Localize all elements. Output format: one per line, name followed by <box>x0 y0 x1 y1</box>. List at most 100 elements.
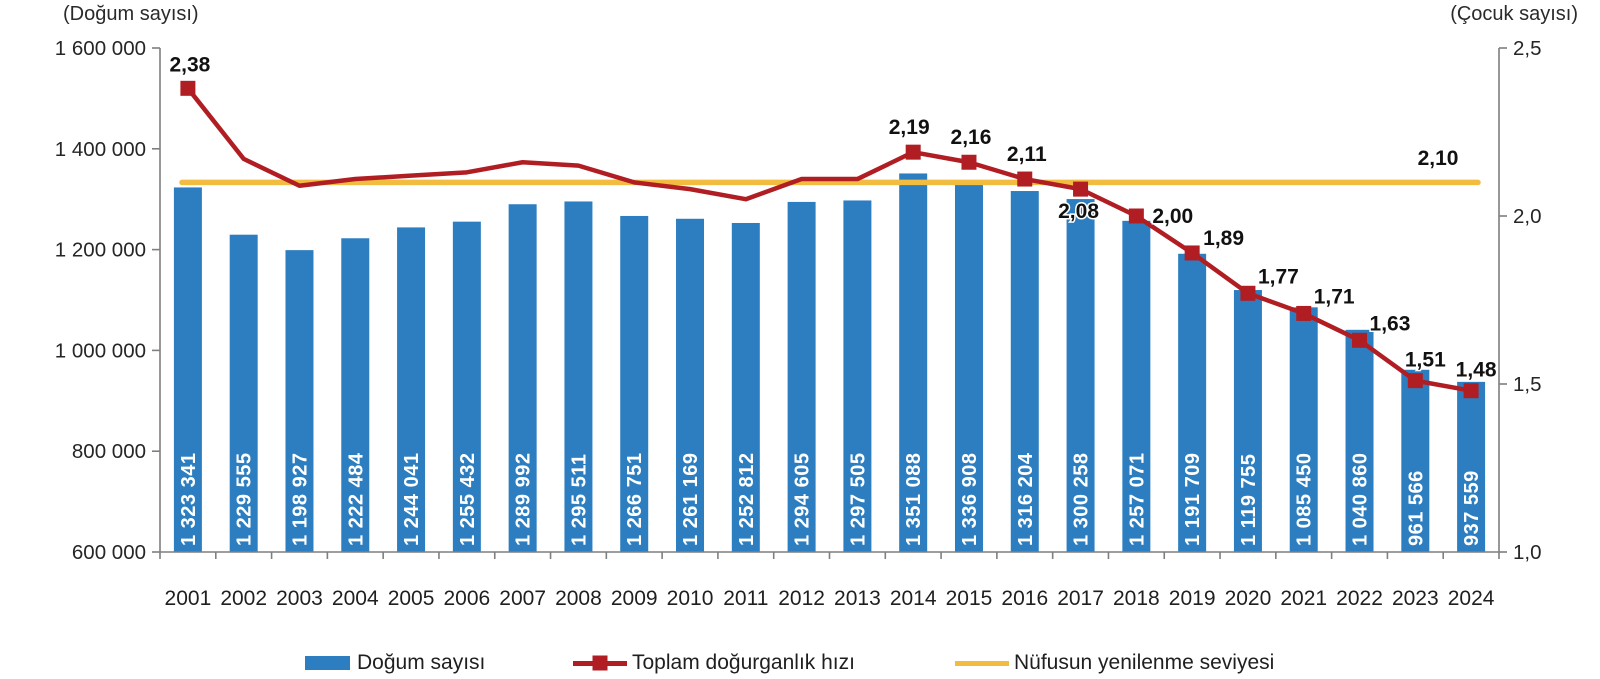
x-axis-year-2008: 2008 <box>555 587 602 610</box>
x-axis-year-2019: 2019 <box>1169 587 1216 610</box>
bar-value-2019: 1 191 709 <box>1182 453 1204 546</box>
x-axis-year-2011: 2011 <box>723 587 768 610</box>
x-axis-year-2012: 2012 <box>778 587 825 610</box>
x-axis-year-2007: 2007 <box>499 587 546 610</box>
legend-label-replacement-level: Nüfusun yenilenme seviyesi <box>1014 651 1275 674</box>
bar-value-2005: 1 244 041 <box>401 453 423 546</box>
x-axis-year-2015: 2015 <box>946 587 993 610</box>
bar-2007 <box>508 204 537 553</box>
fertility-value-2017: 2,08 <box>1058 200 1099 223</box>
fertility-value-2024: 1,48 <box>1456 359 1497 382</box>
fertility-value-2018: 2,00 <box>1152 205 1193 228</box>
fertility-value-2001: 2,38 <box>169 53 210 76</box>
bar-value-2003: 1 198 927 <box>289 453 311 546</box>
x-axis-year-2014: 2014 <box>890 587 937 610</box>
bar-2023 <box>1401 369 1430 552</box>
legend-item-replacement-level: Nüfusun yenilenme seviyesi <box>955 651 1275 674</box>
x-axis-year-2009: 2009 <box>611 587 658 610</box>
x-axis-year-2017: 2017 <box>1057 587 1104 610</box>
bar-2016 <box>1010 191 1039 552</box>
left-axis-tick-label: 1 000 000 <box>55 339 146 362</box>
legend-swatch-fertility-marker <box>592 655 608 671</box>
legend-swatch-fertility-line <box>573 655 627 671</box>
fertility-marker-2024 <box>1463 383 1479 399</box>
x-axis-year-2024: 2024 <box>1448 587 1495 610</box>
legend-swatch-replacement-line <box>955 660 1009 666</box>
bar-2011 <box>731 222 760 552</box>
bar-value-2024: 937 559 <box>1461 470 1483 546</box>
x-axis-year-2002: 2002 <box>220 587 267 610</box>
bar-value-2022: 1 040 860 <box>1350 453 1372 546</box>
fertility-marker-2014 <box>905 144 921 160</box>
left-axis-tick-label: 600 000 <box>72 541 146 564</box>
right-axis-tick-label: 2,5 <box>1513 37 1542 60</box>
bar-2024 <box>1457 381 1486 552</box>
fertility-marker-2001 <box>180 80 196 96</box>
fertility-marker-2015 <box>961 154 977 170</box>
legend-swatch-births-bar <box>305 656 350 670</box>
fertility-value-2023: 1,51 <box>1405 349 1446 372</box>
fertility-marker-2020 <box>1240 285 1256 301</box>
x-axis-year-2020: 2020 <box>1225 587 1272 610</box>
bar-value-2008: 1 295 511 <box>568 454 590 546</box>
bar-2017 <box>1066 199 1095 553</box>
x-axis-year-2003: 2003 <box>276 587 323 610</box>
right-axis-title: (Çocuk sayısı) <box>1450 3 1578 25</box>
bar-2005 <box>397 227 426 553</box>
bar-value-2020: 1 119 755 <box>1238 454 1260 546</box>
legend-item-fertility-rate: Toplam doğurganlık hızı <box>573 651 855 674</box>
fertility-rate-line <box>185 86 1474 393</box>
bar-2003 <box>285 250 314 552</box>
x-axis-year-2021: 2021 <box>1280 587 1327 610</box>
legend-label-fertility-rate: Toplam doğurganlık hızı <box>632 651 855 674</box>
bar-value-2004: 1 222 484 <box>345 452 367 546</box>
fertility-marker-2019 <box>1184 245 1200 261</box>
bar-value-2015: 1 336 908 <box>959 453 981 546</box>
left-axis-tick-label: 1 400 000 <box>55 138 146 161</box>
bar-value-2023: 961 566 <box>1405 470 1427 546</box>
bar-value-2021: 1 085 450 <box>1294 453 1316 546</box>
bar-value-2009: 1 266 751 <box>624 453 646 546</box>
bar-value-2016: 1 316 204 <box>1015 452 1037 546</box>
bar-value-2018: 1 257 071 <box>1126 453 1148 546</box>
fertility-value-2020: 1,77 <box>1258 265 1299 288</box>
bar-value-2006: 1 255 432 <box>457 453 479 546</box>
fertility-value-2014: 2,19 <box>889 116 930 139</box>
right-axis-tick-label: 1,0 <box>1513 541 1542 564</box>
x-axis-year-2023: 2023 <box>1392 587 1439 610</box>
bar-2002 <box>229 234 258 552</box>
legend-item-births: Doğum sayısı <box>305 651 486 674</box>
x-axis-year-2013: 2013 <box>834 587 881 610</box>
bar-2021 <box>1289 307 1318 552</box>
bar-2008 <box>564 201 593 552</box>
legend-label-births: Doğum sayısı <box>357 651 486 674</box>
fertility-marker-2023 <box>1407 373 1423 389</box>
right-axis-tick-label: 2,0 <box>1513 205 1542 228</box>
bar-2009 <box>620 215 649 552</box>
bar-value-2010: 1 261 169 <box>680 453 702 546</box>
x-axis-year-2006: 2006 <box>443 587 490 610</box>
bar-value-2001: 1 323 341 <box>178 453 200 546</box>
fertility-marker-2021 <box>1296 305 1312 321</box>
fertility-value-2022: 1,63 <box>1370 312 1411 335</box>
x-axis-year-2010: 2010 <box>667 587 714 610</box>
fertility-marker-2016 <box>1017 171 1033 187</box>
x-axis-year-2001: 2001 <box>165 587 212 610</box>
fertility-value-2019: 1,89 <box>1203 227 1244 250</box>
left-axis-tick-label: 1 200 000 <box>55 239 146 262</box>
bar-2006 <box>452 221 481 552</box>
bar-2019 <box>1178 253 1207 552</box>
left-axis-title: (Doğum sayısı) <box>63 3 199 25</box>
bar-2022 <box>1345 329 1374 552</box>
bar-value-2007: 1 289 992 <box>513 453 535 546</box>
bar-value-2017: 1 300 258 <box>1071 453 1093 546</box>
bar-2004 <box>341 238 370 552</box>
bar-2015 <box>954 180 983 552</box>
fertility-marker-2017 <box>1073 181 1089 197</box>
fertility-value-2016: 2,11 <box>1007 143 1047 166</box>
bar-2001 <box>173 187 202 552</box>
x-axis-year-2018: 2018 <box>1113 587 1160 610</box>
bar-value-2014: 1 351 088 <box>903 453 925 546</box>
